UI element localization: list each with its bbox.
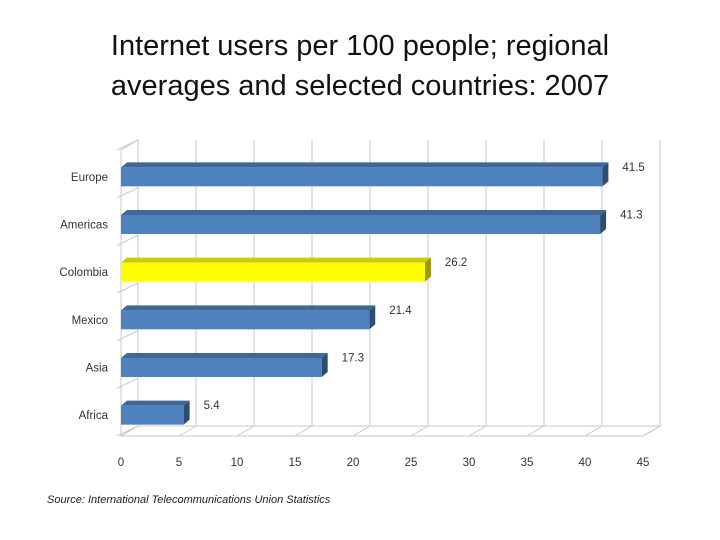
category-label: Africa	[79, 410, 109, 422]
floor	[119, 425, 662, 437]
category-label: Colombia	[59, 267, 108, 279]
bar-top-americas	[121, 210, 607, 215]
x-tick-label: 30	[463, 457, 476, 469]
bar-top-mexico	[121, 305, 376, 311]
category-label: Mexico	[72, 315, 108, 327]
bar-top-asia	[121, 353, 328, 358]
data-label: 17.3	[342, 353, 364, 365]
floor-gridline	[584, 425, 603, 437]
bar-asia	[121, 358, 322, 377]
category-label: Americas	[60, 220, 108, 232]
category-separator	[116, 187, 139, 199]
bar-mexico	[121, 310, 370, 330]
data-label: 21.4	[389, 305, 412, 317]
floor-gridline	[642, 425, 661, 437]
floor-gridline	[294, 425, 313, 437]
floor-gridline	[526, 425, 545, 437]
x-tick-label: 25	[405, 457, 418, 469]
x-tick-label: 5	[176, 457, 182, 469]
title-line-2: averages and selected countries: 2007	[110, 70, 610, 102]
category-label: Asia	[86, 363, 109, 375]
bar-top-europe	[121, 162, 609, 168]
bar-americas	[121, 215, 601, 234]
floor-gridline	[352, 425, 371, 437]
data-label: 41.5	[622, 162, 644, 174]
bar-top-colombia	[121, 257, 431, 263]
x-tick-label: 10	[231, 457, 244, 469]
bar-end-mexico	[369, 305, 376, 330]
category-separator	[116, 234, 139, 246]
source-note: Source: International Telecommunications…	[47, 494, 331, 506]
data-label: 26.2	[445, 257, 467, 269]
x-tick-label: 20	[347, 457, 360, 469]
bar-end-asia	[321, 353, 328, 377]
bar-end-africa	[183, 400, 190, 425]
bar-colombia	[121, 262, 425, 282]
category-separator	[116, 377, 139, 389]
floor-gridline	[236, 425, 255, 437]
floor-gridline	[410, 425, 429, 437]
chart-title: Internet users per 100 people; regional …	[30, 26, 690, 106]
category-separator	[116, 139, 139, 151]
category-separator	[116, 425, 139, 437]
title-line-1: Internet users per 100 people; regional	[110, 30, 610, 62]
x-tick-label: 0	[118, 457, 124, 469]
category-label: Europe	[71, 172, 108, 184]
bar-end-europe	[602, 162, 609, 187]
x-tick-label: 45	[637, 457, 650, 469]
bar-end-americas	[600, 210, 607, 234]
data-label: 41.3	[620, 210, 642, 222]
category-separator	[116, 330, 139, 342]
bar-europe	[121, 167, 603, 187]
data-label: 5.4	[204, 400, 221, 412]
x-tick-label: 35	[521, 457, 534, 469]
bar-top-africa	[121, 400, 190, 406]
bar-africa	[121, 405, 184, 425]
floor-gridline	[468, 425, 487, 437]
x-tick-label: 15	[289, 457, 302, 469]
bar-end-colombia	[424, 257, 431, 282]
category-separator	[116, 282, 139, 294]
x-tick-label: 40	[579, 457, 592, 469]
floor-gridline	[178, 425, 197, 437]
